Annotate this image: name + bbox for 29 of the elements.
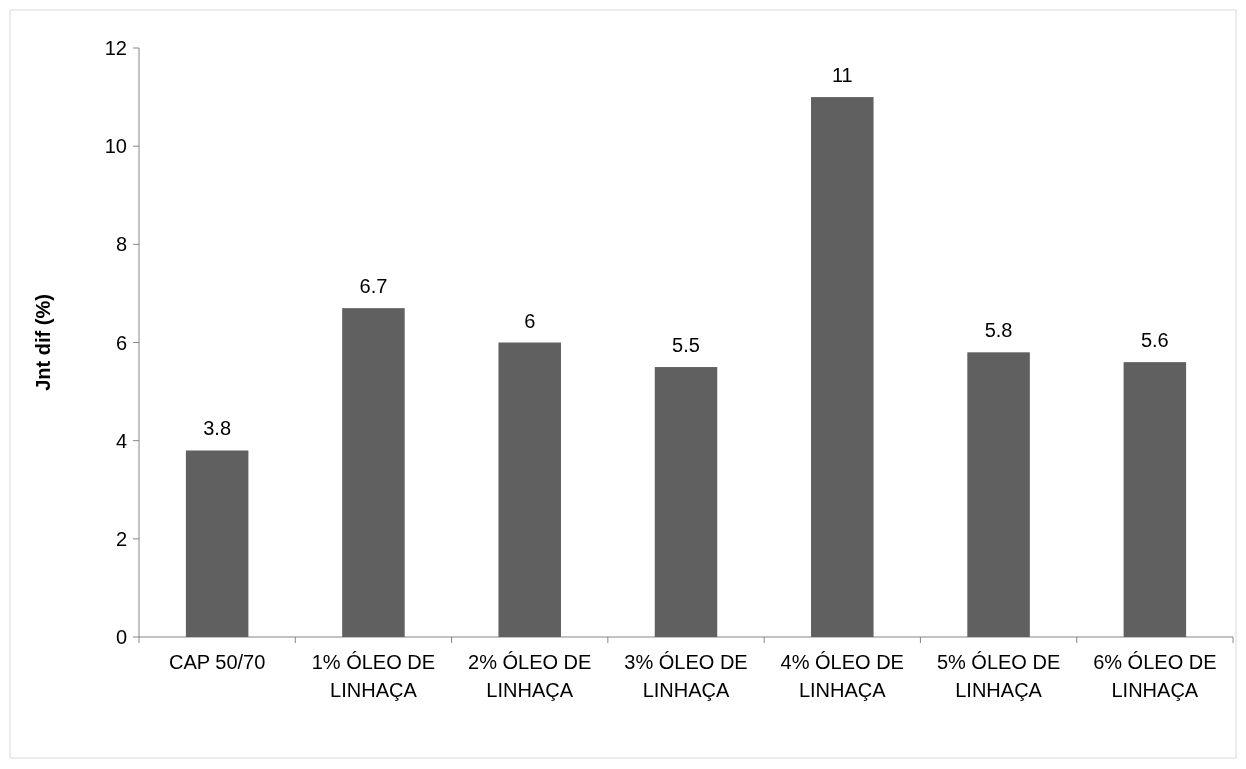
- x-tick-label: 1% ÓLEO DE LINHAÇA: [311, 651, 436, 701]
- bar: [654, 367, 718, 637]
- x-tick-label: 2% ÓLEO DE LINHAÇA: [468, 651, 592, 701]
- bar: [342, 308, 405, 637]
- data-label: 11: [831, 64, 853, 87]
- data-label: 3.8: [203, 417, 232, 440]
- y-tick-label: 2: [115, 527, 127, 550]
- data-label: 6.7: [359, 275, 388, 298]
- y-tick-label: 0: [115, 626, 127, 648]
- data-label: 5.5: [672, 334, 700, 357]
- y-axis-title: Jnt dif (%): [32, 294, 54, 391]
- x-tick-label: 4% ÓLEO DE LINHAÇA: [780, 651, 904, 701]
- x-tick-label: 3% ÓLEO DE LINHAÇA: [624, 651, 748, 701]
- x-tick-label: 6% ÓLEO DE LINHAÇA: [1093, 651, 1217, 701]
- y-tick-label: 10: [104, 135, 127, 158]
- x-tick-label: CAP 50/70: [168, 651, 266, 673]
- y-tick-label: 8: [115, 233, 127, 256]
- bar: [185, 450, 249, 637]
- x-tick-label: 5% ÓLEO DE LINHAÇA: [936, 651, 1061, 701]
- bar: [498, 342, 561, 637]
- bar: [1123, 362, 1187, 637]
- data-label: 5.8: [984, 319, 1013, 342]
- y-tick-label: 12: [104, 37, 127, 59]
- y-tick-label: 4: [115, 429, 127, 452]
- data-label: 6: [524, 309, 536, 332]
- data-label: 5.6: [1140, 329, 1169, 352]
- y-tick-label: 6: [115, 331, 127, 354]
- bar: [967, 352, 1030, 637]
- bar: [811, 97, 874, 637]
